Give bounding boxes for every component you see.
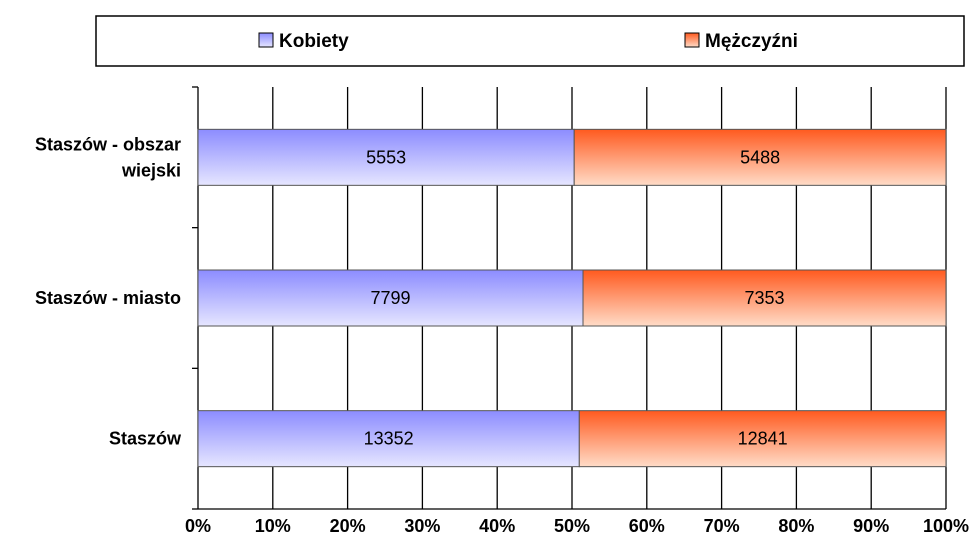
category-label: wiejski bbox=[121, 160, 181, 180]
value-label-kobiety: 7799 bbox=[370, 288, 410, 308]
x-tick-label: 30% bbox=[404, 516, 440, 536]
value-label-mezczyzni: 12841 bbox=[738, 429, 788, 449]
bar-mezczyzni bbox=[573, 128, 947, 186]
plot-area: 0% 10% 20% 30% 40% 50% 60% 70% 80% 90% 100% 5553 548… bbox=[35, 86, 969, 536]
bar-mezczyzni bbox=[578, 410, 947, 468]
category-label: Staszów bbox=[109, 429, 182, 449]
x-tick-label: 0% bbox=[185, 516, 211, 536]
legend-label-kobiety: Kobiety bbox=[279, 31, 349, 52]
bar-mezczyzni bbox=[582, 269, 947, 327]
legend: Kobiety Mężczyźni bbox=[95, 15, 965, 67]
value-label-mezczyzni: 7353 bbox=[744, 288, 784, 308]
x-tick-label: 50% bbox=[554, 516, 590, 536]
value-label-kobiety: 5553 bbox=[366, 147, 406, 167]
category-label: Staszów - miasto bbox=[35, 288, 181, 308]
bar-kobiety bbox=[197, 128, 575, 186]
x-tick-label: 10% bbox=[255, 516, 291, 536]
bar-kobiety bbox=[197, 410, 580, 468]
x-tick-label: 90% bbox=[853, 516, 889, 536]
bar-kobiety bbox=[197, 269, 584, 327]
x-tick-label: 40% bbox=[479, 516, 515, 536]
legend-label-mezczyzni: Mężczyźni bbox=[705, 31, 798, 52]
x-tick-label: 20% bbox=[330, 516, 366, 536]
x-tick-label: 60% bbox=[629, 516, 665, 536]
x-tick-label: 70% bbox=[704, 516, 740, 536]
legend-frame bbox=[95, 15, 965, 67]
x-tick-label: 80% bbox=[778, 516, 814, 536]
legend-swatch-kobiety bbox=[258, 32, 274, 48]
value-label-mezczyzni: 5488 bbox=[740, 147, 780, 167]
legend-swatch-mezczyzni bbox=[684, 32, 700, 48]
value-label-kobiety: 13352 bbox=[364, 429, 414, 449]
category-label: Staszów - obszar bbox=[35, 134, 181, 154]
x-tick-label: 100% bbox=[923, 516, 969, 536]
